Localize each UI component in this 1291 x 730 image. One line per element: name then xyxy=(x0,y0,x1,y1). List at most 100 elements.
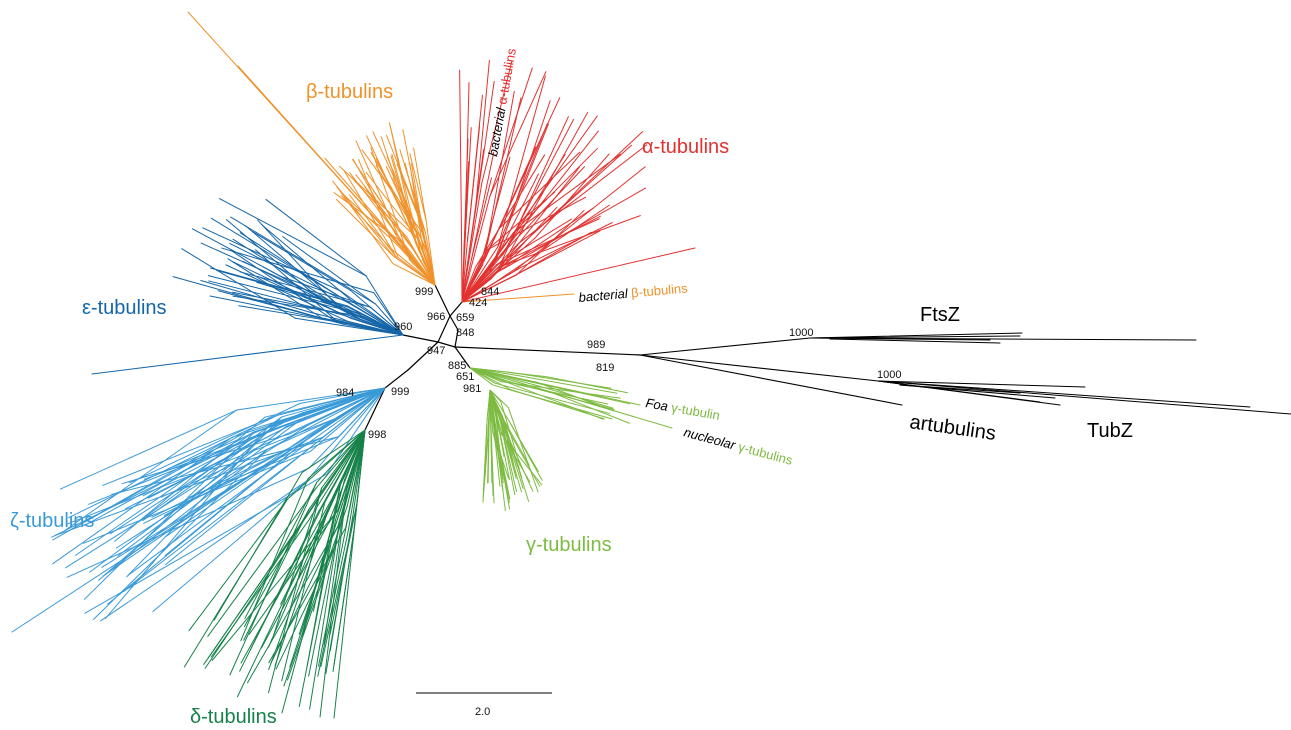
delta-tubulin-branch xyxy=(243,508,310,641)
delta-tubulin-branch xyxy=(296,429,366,531)
zeta-tubulin-branch xyxy=(337,387,386,438)
alpha-tubulin-branch xyxy=(495,218,600,266)
annotation-nucleolar-italic: nucleolar xyxy=(682,424,737,452)
zeta-tubulin-branch xyxy=(167,412,304,470)
zeta-tubulin-branch xyxy=(63,409,238,532)
alpha-tubulin-branch xyxy=(480,166,586,278)
alpha-tubulin-branch xyxy=(461,265,504,303)
alpha-tubulin-branch xyxy=(516,230,601,275)
bootstrap-989: 989 xyxy=(587,339,605,351)
bootstrap-848: 848 xyxy=(456,327,474,339)
alpha-tubulin-branch xyxy=(502,215,641,267)
delta-tubulin-branch xyxy=(283,505,348,687)
beta-tubulin-branch xyxy=(237,65,436,286)
zeta-tubulin-branch xyxy=(151,445,295,518)
alpha-tubulin-branch xyxy=(461,249,488,303)
annotation-foa-rest: γ-tubulin xyxy=(667,399,722,423)
delta-tubulin-branch xyxy=(247,525,339,684)
alpha-tubulin-branch xyxy=(486,191,556,251)
gamma-tubulin-branch xyxy=(516,374,618,394)
zeta-tubulin-branch xyxy=(236,387,386,411)
epsilon-tubulin-branch xyxy=(336,305,404,336)
gamma-tubulin-branch xyxy=(494,406,505,457)
beta-tubulin-branch xyxy=(332,180,394,257)
epsilon-tubulin-branch xyxy=(336,321,404,336)
beta-tubulin-branch xyxy=(413,147,427,222)
backbone-branch xyxy=(454,329,459,348)
annotation-foa-italic: Foa xyxy=(644,395,669,414)
epsilon-tubulin-branch xyxy=(353,301,404,336)
epsilon-tubulin-branch xyxy=(200,280,311,313)
epsilon-tubulin-branch xyxy=(282,236,377,305)
gamma-tubulin-branch xyxy=(469,367,511,390)
zeta-tubulin-branch xyxy=(302,387,386,414)
delta-tubulin-branch xyxy=(239,494,329,672)
beta-tubulin-branch xyxy=(358,159,399,258)
delta-tubulin-branch xyxy=(301,429,366,473)
clade-label-alpha: α-tubulins xyxy=(642,136,729,158)
beta-tubulin-branch xyxy=(355,140,405,250)
bacterial-beta-branch xyxy=(461,293,575,303)
zeta-tubulin-branch xyxy=(111,436,339,495)
zeta-tubulin-branch xyxy=(122,449,309,593)
alpha-tubulin-branch xyxy=(459,69,462,226)
zeta-tubulin-branch xyxy=(147,425,289,499)
delta-tubulin-branch xyxy=(268,531,320,671)
beta-tubulin-branch xyxy=(336,186,394,265)
gamma-tubulin-branch xyxy=(489,389,502,403)
epsilon-tubulin-branch xyxy=(265,198,367,277)
epsilon-tubulin-branch xyxy=(375,303,404,336)
zeta-tubulin-branch xyxy=(299,387,386,404)
alpha-tubulin-branch xyxy=(461,236,531,303)
epsilon-tubulin-branch xyxy=(257,219,338,307)
gamma-tubulin-branch xyxy=(506,426,541,487)
gamma-tubulin-branch xyxy=(502,419,519,468)
delta-tubulin-branch xyxy=(274,496,334,667)
ftsz-branch xyxy=(639,337,811,356)
zeta-tubulin-branch xyxy=(68,414,278,519)
backbone-branch xyxy=(437,315,451,343)
gamma-tubulin-branch xyxy=(502,419,517,476)
alpha-tubulin-branch xyxy=(520,222,613,268)
delta-tubulin-branch xyxy=(333,429,366,719)
bootstrap-999-zeta-delta: 999 xyxy=(391,386,409,398)
zeta-tubulin-branch xyxy=(306,387,386,482)
nucleolar-gamma-branch xyxy=(469,367,673,429)
bootstrap-999-beta: 999 xyxy=(415,286,433,298)
epsilon-tubulin-branch xyxy=(230,216,377,305)
delta-tubulin-branch xyxy=(345,429,366,529)
zeta-tubulin-branch xyxy=(88,416,309,505)
delta-tubulin-branch xyxy=(344,429,366,475)
beta-tubulin-branch xyxy=(409,243,436,286)
gamma-tubulin-branch xyxy=(546,376,629,394)
annotation-foa: Foa γ-tubulin xyxy=(644,395,721,423)
beta-tubulin-branch xyxy=(422,259,436,286)
alpha-tubulin-branch xyxy=(461,239,469,303)
zeta-tubulin-branch xyxy=(165,449,309,565)
delta-tubulin-branch xyxy=(275,547,335,670)
bootstrap-844: 844 xyxy=(481,286,499,298)
tubz-branch xyxy=(899,384,1021,394)
gamma-tubulin-branch xyxy=(546,390,630,424)
backbone-branch xyxy=(449,301,463,317)
delta-tubulin-branch xyxy=(309,522,341,710)
zeta-tubulin-branch xyxy=(51,437,251,538)
zeta-tubulin-branch xyxy=(289,387,386,435)
delta-tubulin-branch xyxy=(213,471,303,621)
delta-tubulin-branch xyxy=(270,525,339,665)
beta-tubulin-branch xyxy=(338,165,419,239)
beta-tubulin-branch xyxy=(425,220,436,286)
alpha-tubulin-branch xyxy=(497,123,548,248)
backbone-branch xyxy=(364,387,386,431)
zeta-tubulin-branch xyxy=(143,436,324,524)
annotation-bacterial-alpha-rest: α-tubulins xyxy=(494,47,519,109)
bootstrap-819: 819 xyxy=(596,362,614,374)
gamma-tubulin-branch xyxy=(482,435,489,498)
alpha-tubulin-branch xyxy=(481,61,513,184)
beta-tubulin-branch xyxy=(390,155,417,244)
clade-label-beta: β-tubulins xyxy=(306,81,393,103)
beta-tubulin-branch xyxy=(352,159,400,240)
alpha-tubulin-branch xyxy=(461,273,518,303)
delta-tubulin-branch xyxy=(286,547,335,681)
backbone-branch xyxy=(437,341,456,348)
